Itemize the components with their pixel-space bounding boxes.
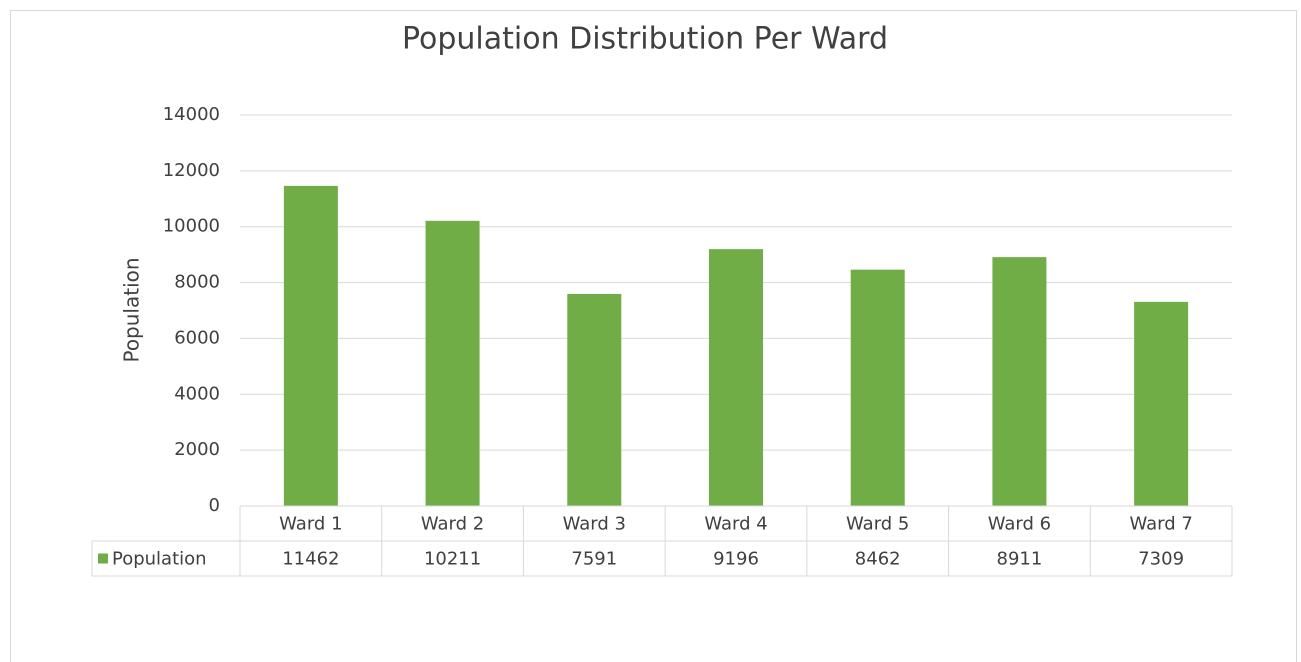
chart-title: Population Distribution Per Ward [402,22,888,57]
table-value: 11462 [282,549,339,570]
x-tick-label: Ward 6 [988,514,1051,535]
y-tick-label: 4000 [174,383,220,404]
y-tick-label: 10000 [163,216,220,237]
legend-label: Population [112,549,207,570]
table-value: 7591 [571,549,617,570]
chart-border [10,10,1297,662]
table-value: 8462 [855,549,901,570]
y-tick-label: 6000 [174,327,220,348]
y-tick-label: 2000 [174,439,220,460]
table-value: 10211 [424,549,481,570]
y-tick-label: 14000 [163,104,220,125]
x-tick-label: Ward 4 [704,514,767,535]
bar [425,220,480,506]
y-axis-title: Population [120,257,144,362]
bar [567,293,622,506]
x-tick-label: Ward 5 [846,514,909,535]
bar [709,249,763,506]
table-value: 7309 [1138,549,1184,570]
x-tick-label: Ward 2 [421,514,484,535]
table-value: 8911 [997,549,1043,570]
y-tick-label: 12000 [163,160,220,181]
legend-key [98,553,108,564]
bar [1134,301,1189,506]
y-tick-label: 8000 [174,272,220,293]
bar [283,185,338,506]
y-tick-label: 0 [209,495,220,516]
x-tick-label: Ward 7 [1129,514,1192,535]
table-value: 9196 [713,549,759,570]
bar [992,257,1047,506]
x-tick-label: Ward 3 [563,514,626,535]
bar [850,269,905,506]
x-tick-label: Ward 1 [279,514,342,535]
